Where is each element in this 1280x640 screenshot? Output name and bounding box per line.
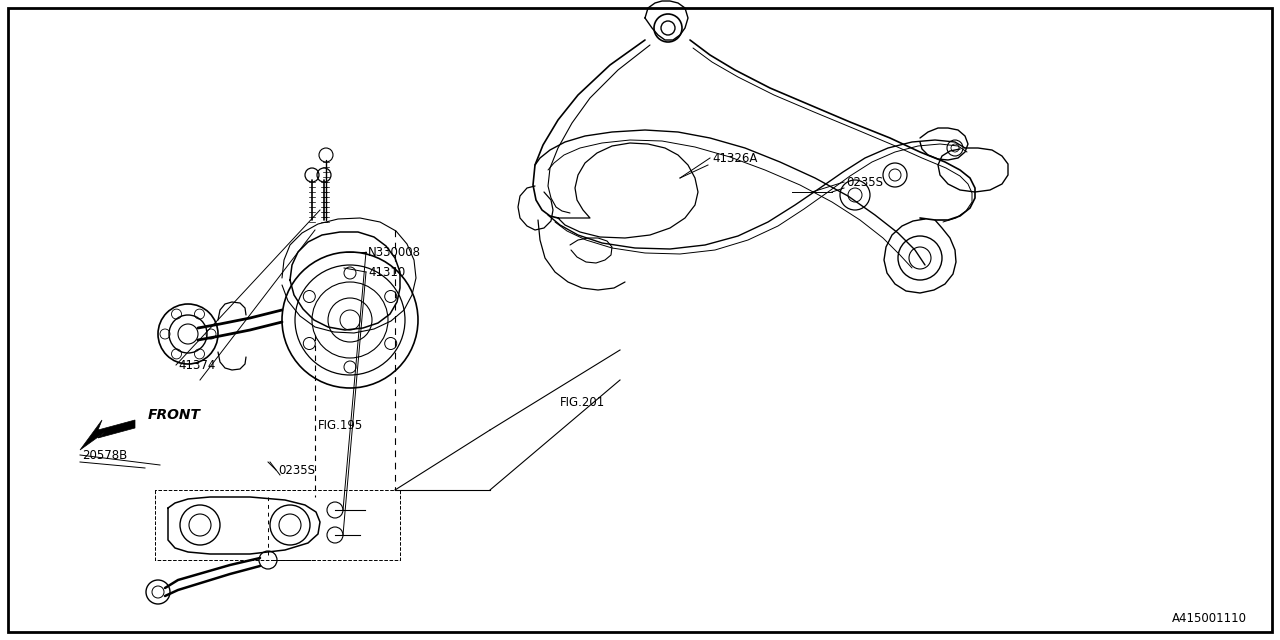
Text: 0235S: 0235S [278, 463, 315, 477]
Text: 41374: 41374 [178, 358, 215, 371]
Text: N330008: N330008 [369, 246, 421, 259]
Text: FRONT: FRONT [148, 408, 201, 422]
Text: 20578B: 20578B [82, 449, 127, 461]
Polygon shape [79, 420, 134, 450]
Text: 0235S: 0235S [846, 175, 883, 189]
Text: A415001110: A415001110 [1172, 611, 1247, 625]
Text: FIG.195: FIG.195 [317, 419, 364, 431]
Text: 41310: 41310 [369, 266, 406, 278]
Text: FIG.201: FIG.201 [561, 396, 605, 408]
Text: 41326A: 41326A [712, 152, 758, 164]
